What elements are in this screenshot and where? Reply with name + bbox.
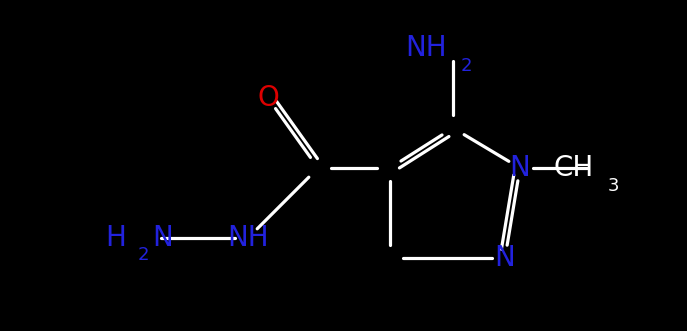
Text: CH: CH [554,154,594,182]
Text: N: N [495,244,515,272]
Text: NH: NH [227,224,269,252]
Text: 2: 2 [461,57,473,75]
Text: 3: 3 [608,177,620,195]
Text: NH: NH [405,34,447,62]
Text: N: N [152,224,172,252]
Text: O: O [257,84,279,112]
Text: N: N [510,154,530,182]
Text: H: H [105,224,126,252]
Text: 2: 2 [138,246,150,264]
